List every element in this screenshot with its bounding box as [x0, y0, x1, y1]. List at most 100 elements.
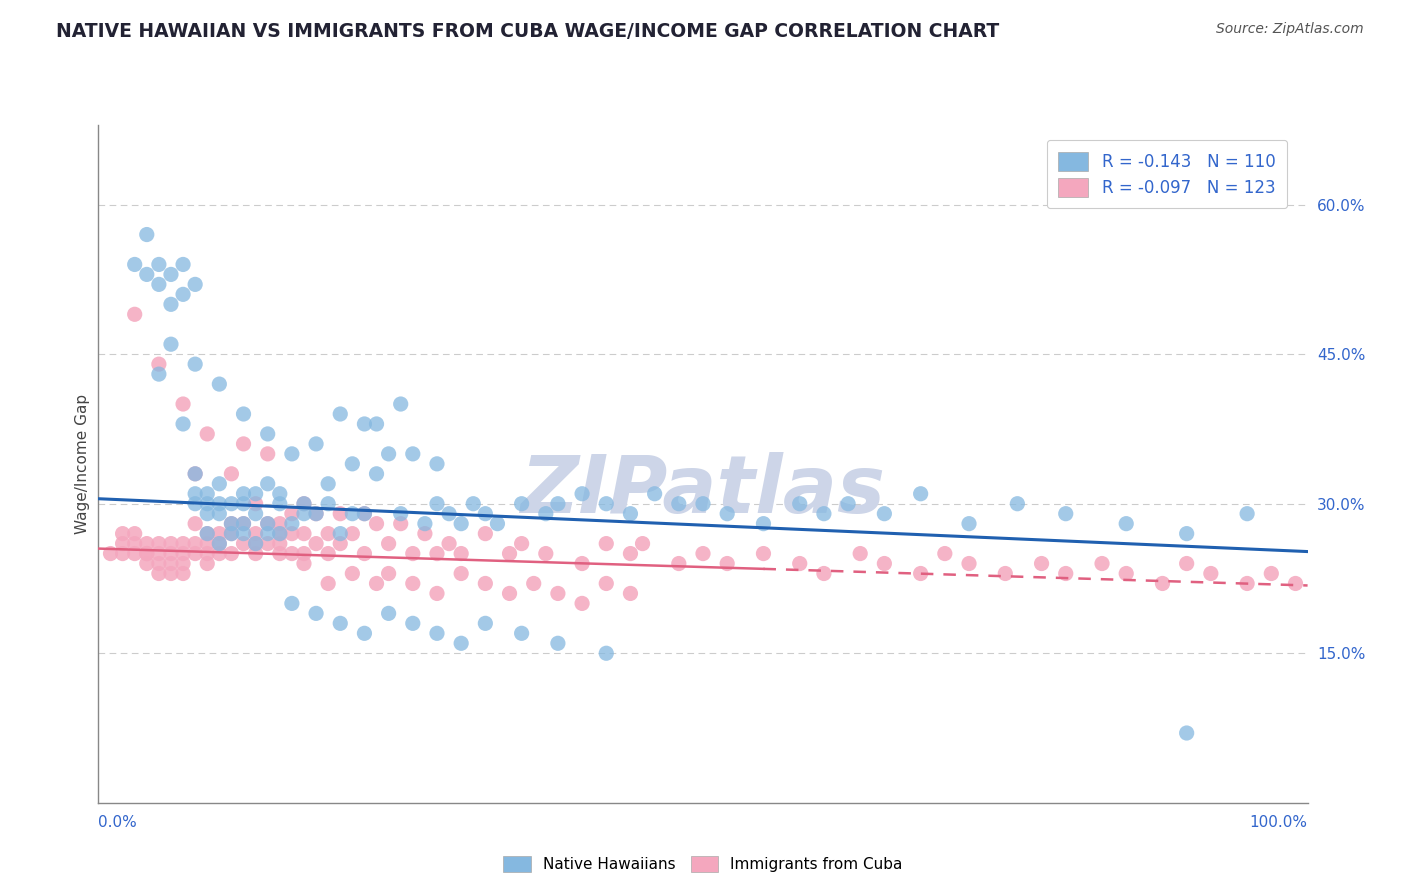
Point — [208, 377, 231, 392]
Point — [292, 497, 315, 511]
Point — [849, 547, 872, 561]
Point — [160, 557, 183, 571]
Point — [486, 516, 509, 531]
Point — [195, 526, 218, 541]
Point — [595, 576, 617, 591]
Point — [571, 557, 593, 571]
Point — [160, 547, 183, 561]
Point — [1260, 566, 1282, 581]
Point — [232, 487, 254, 501]
Point — [1152, 576, 1174, 591]
Y-axis label: Wage/Income Gap: Wage/Income Gap — [75, 393, 90, 534]
Point — [281, 516, 304, 531]
Point — [135, 227, 157, 242]
Point — [631, 536, 654, 550]
Point — [1236, 507, 1258, 521]
Point — [413, 526, 436, 541]
Point — [172, 287, 194, 301]
Point — [377, 536, 399, 550]
Point — [221, 516, 243, 531]
Point — [498, 586, 520, 600]
Point — [366, 516, 388, 531]
Point — [571, 487, 593, 501]
Point — [377, 566, 399, 581]
Point — [184, 467, 207, 481]
Point — [1175, 526, 1198, 541]
Point — [111, 536, 134, 550]
Point — [910, 566, 932, 581]
Point — [474, 576, 496, 591]
Point — [172, 417, 194, 431]
Point — [450, 636, 472, 650]
Point — [342, 526, 364, 541]
Point — [873, 557, 896, 571]
Point — [1175, 726, 1198, 740]
Point — [292, 557, 315, 571]
Point — [160, 297, 183, 311]
Point — [316, 526, 339, 541]
Point — [195, 487, 218, 501]
Point — [934, 547, 956, 561]
Point — [595, 646, 617, 660]
Point — [269, 487, 291, 501]
Point — [172, 547, 194, 561]
Point — [148, 357, 170, 371]
Text: NATIVE HAWAIIAN VS IMMIGRANTS FROM CUBA WAGE/INCOME GAP CORRELATION CHART: NATIVE HAWAIIAN VS IMMIGRANTS FROM CUBA … — [56, 22, 1000, 41]
Point — [463, 497, 485, 511]
Point — [474, 507, 496, 521]
Point — [256, 536, 278, 550]
Point — [377, 607, 399, 621]
Point — [172, 557, 194, 571]
Point — [232, 516, 254, 531]
Point — [172, 397, 194, 411]
Point — [389, 516, 412, 531]
Point — [269, 526, 291, 541]
Point — [994, 566, 1017, 581]
Point — [450, 547, 472, 561]
Point — [148, 566, 170, 581]
Point — [148, 557, 170, 571]
Point — [148, 536, 170, 550]
Point — [135, 536, 157, 550]
Point — [474, 526, 496, 541]
Point — [316, 497, 339, 511]
Point — [437, 507, 460, 521]
Point — [245, 507, 267, 521]
Point — [245, 487, 267, 501]
Point — [619, 547, 641, 561]
Point — [1236, 576, 1258, 591]
Point — [1115, 566, 1137, 581]
Point — [208, 547, 231, 561]
Point — [256, 516, 278, 531]
Point — [619, 586, 641, 600]
Point — [124, 307, 146, 321]
Point — [316, 547, 339, 561]
Point — [353, 507, 375, 521]
Point — [534, 507, 557, 521]
Point — [232, 407, 254, 421]
Point — [111, 547, 134, 561]
Point — [716, 507, 738, 521]
Point — [148, 367, 170, 381]
Point — [498, 547, 520, 561]
Point — [873, 507, 896, 521]
Point — [195, 557, 218, 571]
Point — [316, 476, 339, 491]
Point — [100, 547, 122, 561]
Point — [221, 497, 243, 511]
Point — [426, 626, 449, 640]
Point — [124, 526, 146, 541]
Point — [1054, 507, 1077, 521]
Point — [813, 507, 835, 521]
Point — [402, 547, 425, 561]
Point — [245, 526, 267, 541]
Point — [619, 507, 641, 521]
Point — [316, 576, 339, 591]
Point — [837, 497, 859, 511]
Point — [353, 626, 375, 640]
Point — [426, 457, 449, 471]
Point — [813, 566, 835, 581]
Point — [523, 576, 546, 591]
Point — [269, 526, 291, 541]
Point — [547, 497, 569, 511]
